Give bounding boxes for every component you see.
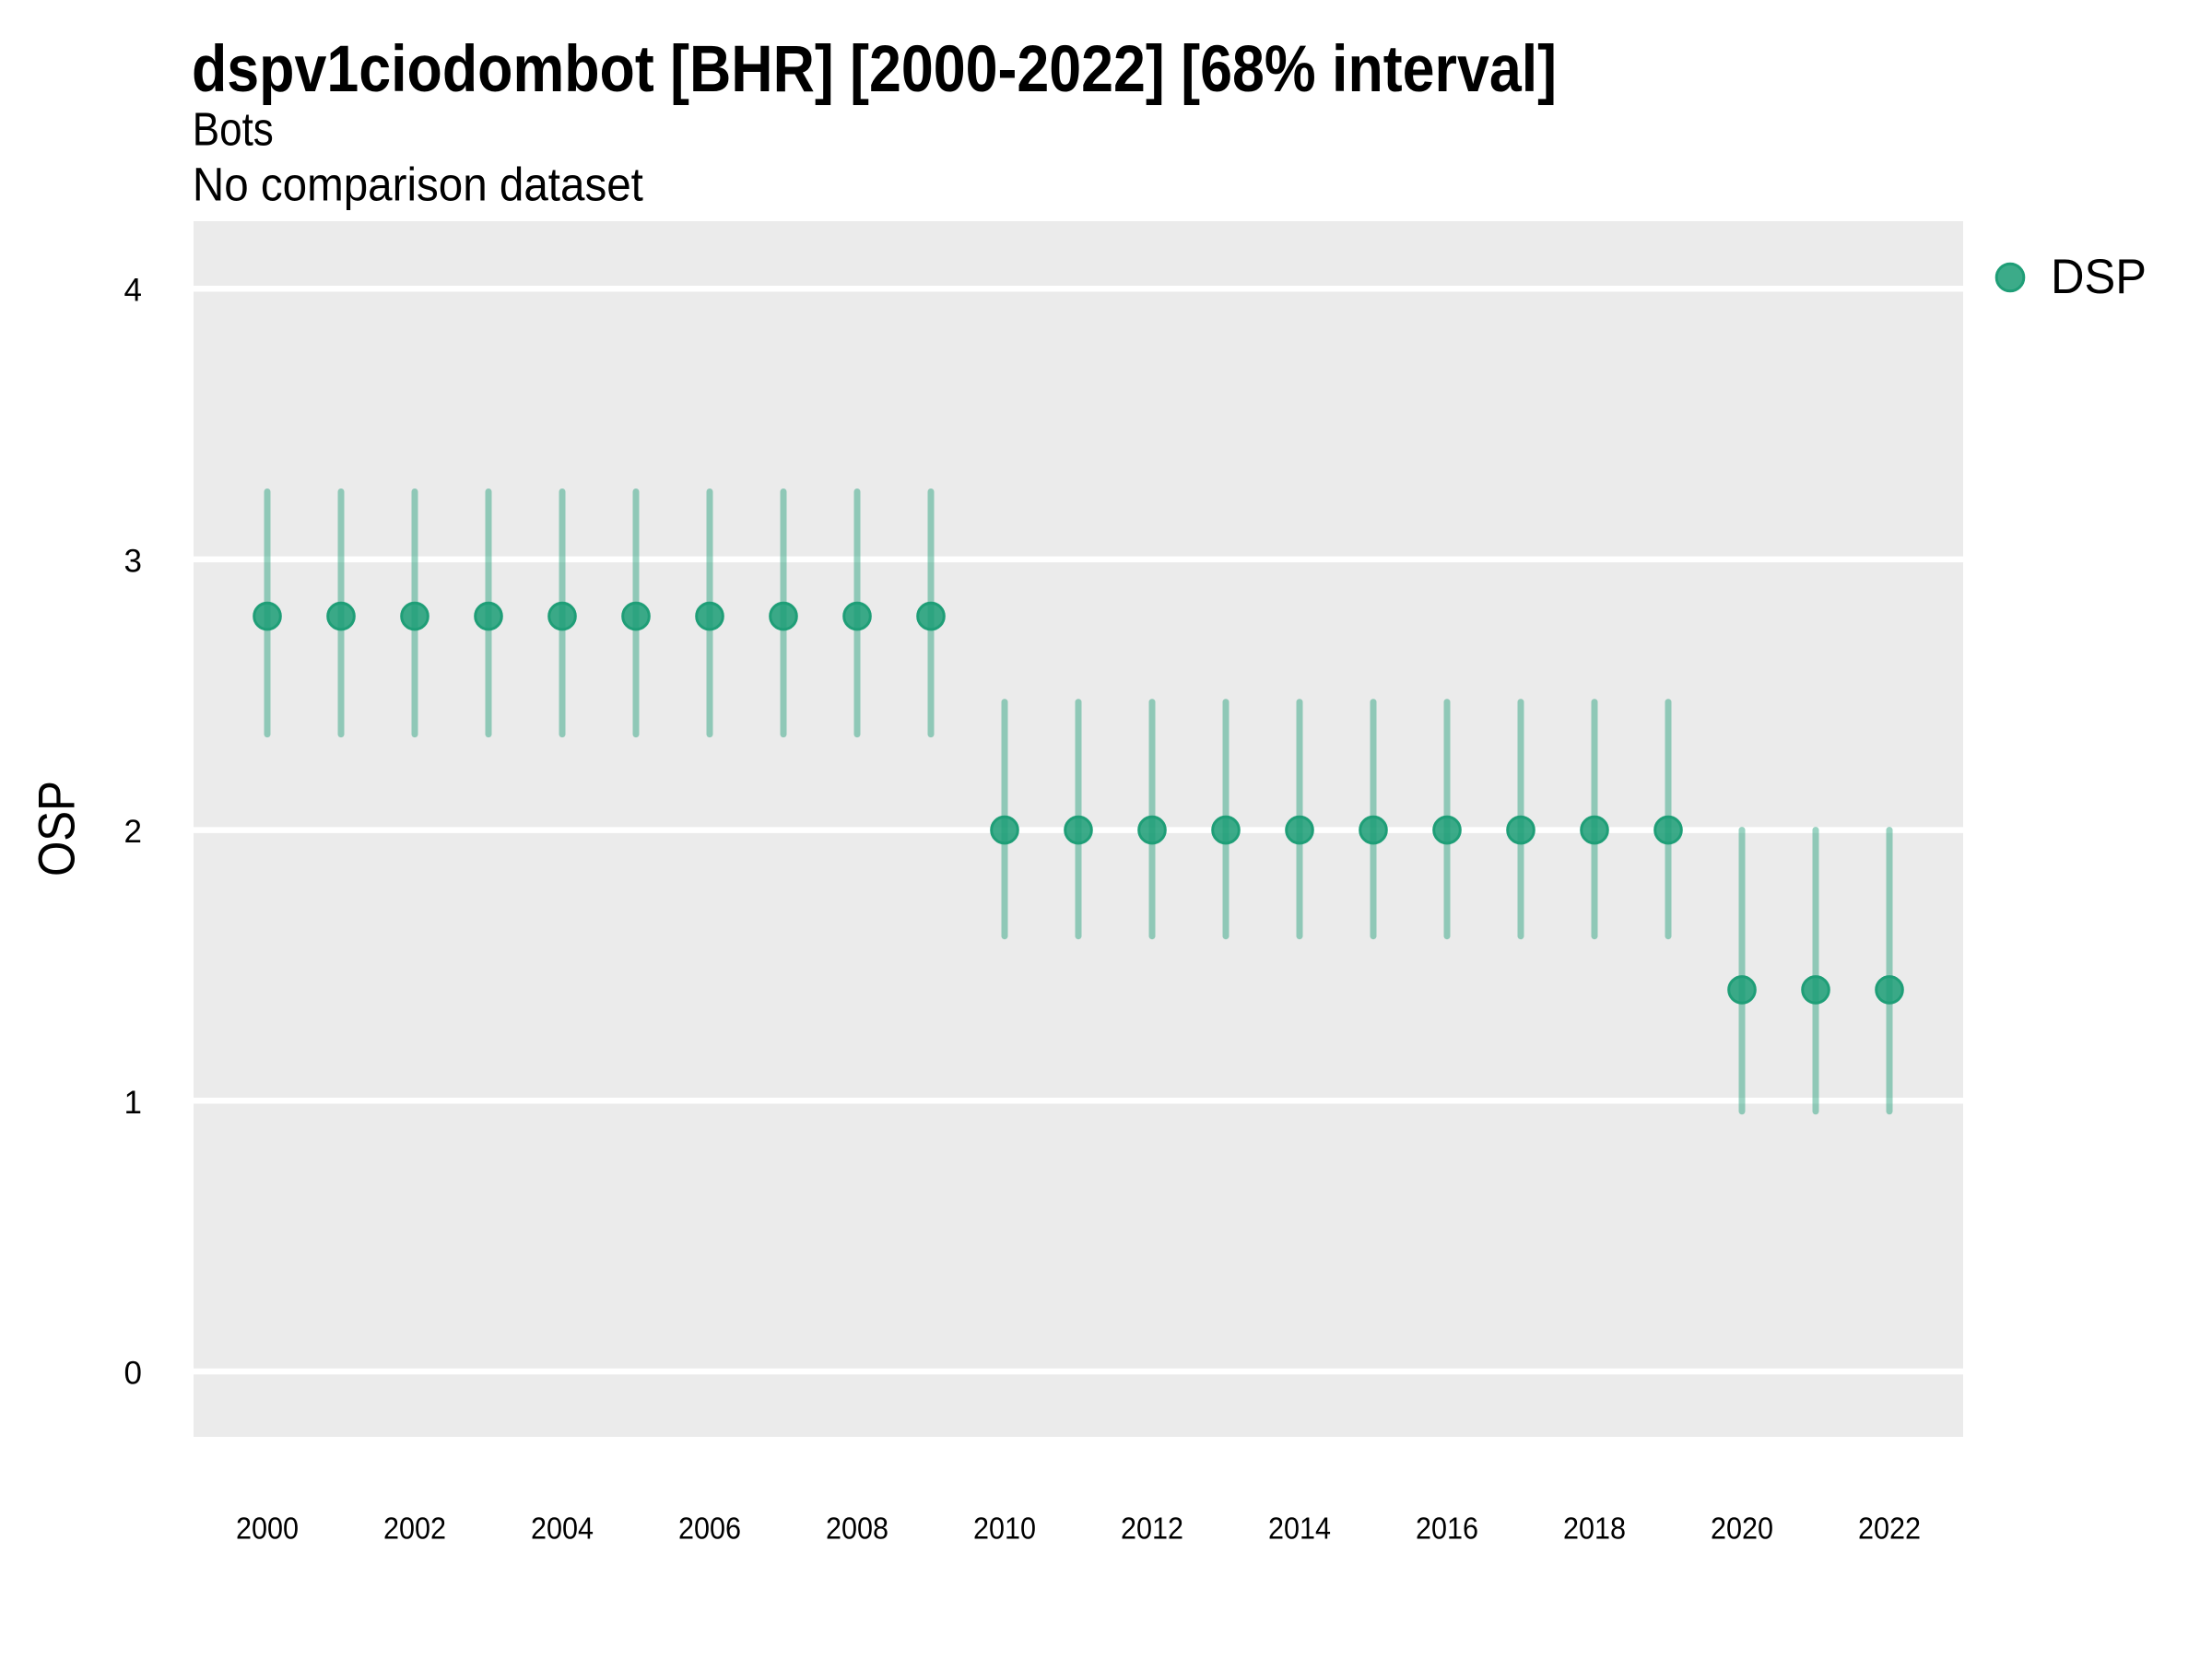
svg-text:2010: 2010 <box>973 1512 1036 1546</box>
svg-text:2004: 2004 <box>531 1512 594 1546</box>
svg-text:DSP: DSP <box>2051 250 2147 304</box>
svg-text:Bots: Bots <box>193 103 274 156</box>
svg-text:0: 0 <box>124 1356 142 1392</box>
svg-text:2020: 2020 <box>1711 1512 1773 1546</box>
svg-text:2006: 2006 <box>678 1512 741 1546</box>
svg-text:4: 4 <box>124 273 142 309</box>
svg-text:OSP: OSP <box>28 781 86 877</box>
svg-text:2016: 2016 <box>1416 1512 1478 1546</box>
svg-text:dspv1ciodombot [BHR] [2000-202: dspv1ciodombot [BHR] [2000-2022] [68% in… <box>192 33 1557 106</box>
svg-text:2000: 2000 <box>236 1512 299 1546</box>
svg-text:2014: 2014 <box>1268 1512 1331 1546</box>
svg-text:2012: 2012 <box>1121 1512 1183 1546</box>
svg-text:3: 3 <box>124 543 142 579</box>
svg-text:No comparison dataset: No comparison dataset <box>193 158 643 210</box>
svg-text:2008: 2008 <box>826 1512 888 1546</box>
svg-text:2002: 2002 <box>383 1512 446 1546</box>
svg-text:2018: 2018 <box>1563 1512 1626 1546</box>
svg-text:2022: 2022 <box>1858 1512 1921 1546</box>
svg-text:1: 1 <box>124 1085 142 1121</box>
svg-text:2: 2 <box>124 814 142 850</box>
